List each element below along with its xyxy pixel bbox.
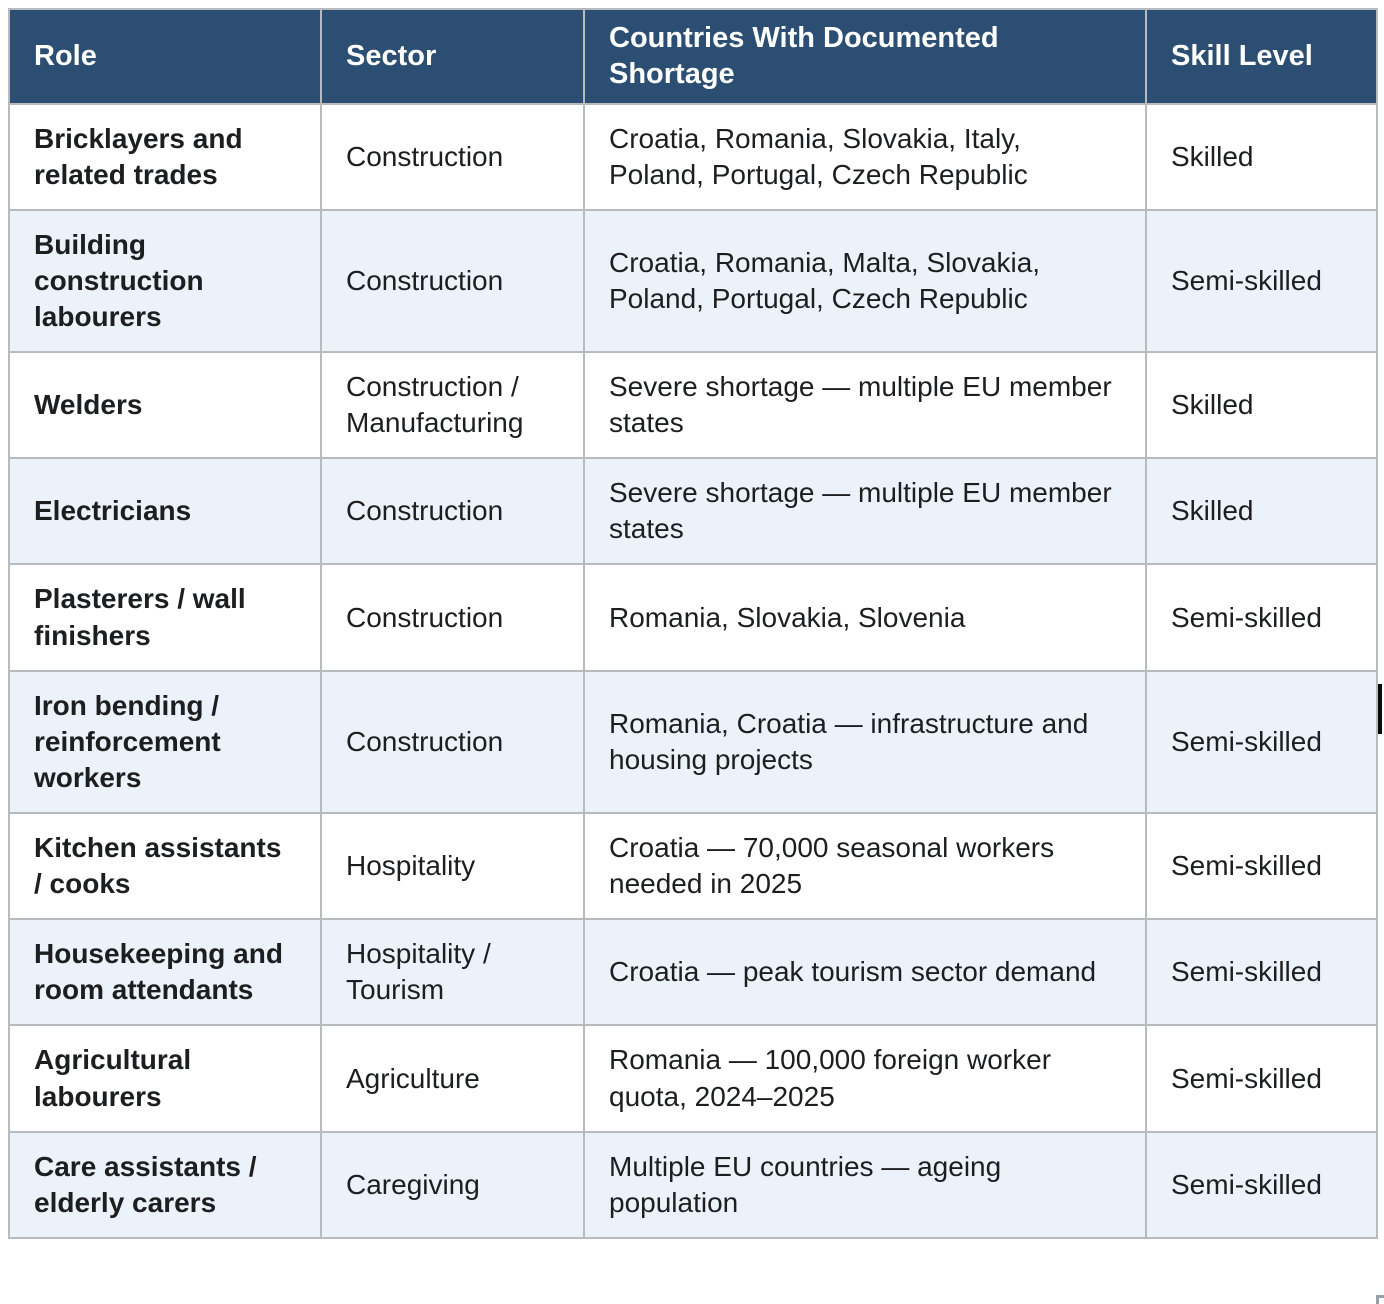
role-cell[interactable]: Kitchen assistants / cooks — [8, 812, 322, 921]
role-cell[interactable]: Iron bending / reinforcement workers — [8, 669, 322, 815]
role-cell[interactable]: Welders — [8, 351, 322, 460]
corner-mark — [1376, 1295, 1384, 1304]
sector-cell[interactable]: Construction — [320, 563, 585, 672]
skill-cell[interactable]: Semi-skilled — [1145, 669, 1378, 815]
countries-cell[interactable]: Multiple EU countries — ageing populatio… — [583, 1130, 1147, 1239]
countries-cell[interactable]: Romania, Croatia — infrastructure and ho… — [583, 669, 1147, 815]
table-row: Welders Construction / Manufacturing Sev… — [8, 351, 1378, 460]
role-cell[interactable]: Electricians — [8, 457, 322, 566]
table-row: Kitchen assistants / cooks Hospitality C… — [8, 812, 1378, 921]
col-header-role: Role — [8, 8, 322, 105]
countries-cell[interactable]: Croatia — peak tourism sector demand — [583, 918, 1147, 1027]
skill-cell[interactable]: Skilled — [1145, 351, 1378, 460]
sector-cell[interactable]: Hospitality — [320, 812, 585, 921]
skill-cell[interactable]: Semi-skilled — [1145, 1130, 1378, 1239]
table-header-row: Role Sector Countries With Documented Sh… — [8, 8, 1378, 105]
sector-cell[interactable]: Hospitality / Tourism — [320, 918, 585, 1027]
table-row: Iron bending / reinforcement workers Con… — [8, 669, 1378, 815]
skill-cell[interactable]: Semi-skilled — [1145, 208, 1378, 354]
sector-cell[interactable]: Construction — [320, 457, 585, 566]
table-row: Bricklayers and related trades Construct… — [8, 102, 1378, 211]
col-header-skill: Skill Level — [1145, 8, 1378, 105]
countries-cell[interactable]: Severe shortage — multiple EU member sta… — [583, 351, 1147, 460]
skill-cell[interactable]: Skilled — [1145, 457, 1378, 566]
labour-shortage-table: Role Sector Countries With Documented Sh… — [8, 8, 1378, 1239]
sector-cell[interactable]: Agriculture — [320, 1024, 585, 1133]
skill-cell[interactable]: Semi-skilled — [1145, 563, 1378, 672]
table-row: Agricultural labourers Agriculture Roman… — [8, 1024, 1378, 1133]
sector-cell[interactable]: Construction — [320, 102, 585, 211]
role-cell[interactable]: Care assistants / elderly carers — [8, 1130, 322, 1239]
countries-cell[interactable]: Croatia — 70,000 seasonal workers needed… — [583, 812, 1147, 921]
table-row: Building construction labourers Construc… — [8, 208, 1378, 354]
skill-cell[interactable]: Semi-skilled — [1145, 812, 1378, 921]
sector-cell[interactable]: Construction — [320, 208, 585, 354]
skill-cell[interactable]: Semi-skilled — [1145, 918, 1378, 1027]
countries-cell[interactable]: Croatia, Romania, Slovakia, Italy, Polan… — [583, 102, 1147, 211]
skill-cell[interactable]: Skilled — [1145, 102, 1378, 211]
text-caret — [1378, 684, 1382, 734]
table-row: Electricians Construction Severe shortag… — [8, 457, 1378, 566]
table-row: Housekeeping and room attendants Hospita… — [8, 918, 1378, 1027]
role-cell[interactable]: Building construction labourers — [8, 208, 322, 354]
table-row: Care assistants / elderly carers Caregiv… — [8, 1130, 1378, 1239]
skill-cell[interactable]: Semi-skilled — [1145, 1024, 1378, 1133]
sector-cell[interactable]: Construction — [320, 669, 585, 815]
role-cell[interactable]: Plasterers / wall finishers — [8, 563, 322, 672]
sector-cell[interactable]: Construction / Manufacturing — [320, 351, 585, 460]
col-header-countries: Countries With Documented Shortage — [583, 8, 1147, 105]
role-cell[interactable]: Housekeeping and room attendants — [8, 918, 322, 1027]
countries-cell[interactable]: Croatia, Romania, Malta, Slovakia, Polan… — [583, 208, 1147, 354]
role-cell[interactable]: Bricklayers and related trades — [8, 102, 322, 211]
countries-cell[interactable]: Severe shortage — multiple EU member sta… — [583, 457, 1147, 566]
sector-cell[interactable]: Caregiving — [320, 1130, 585, 1239]
countries-cell[interactable]: Romania — 100,000 foreign worker quota, … — [583, 1024, 1147, 1133]
col-header-sector: Sector — [320, 8, 585, 105]
role-cell[interactable]: Agricultural labourers — [8, 1024, 322, 1133]
countries-cell[interactable]: Romania, Slovakia, Slovenia — [583, 563, 1147, 672]
table-row: Plasterers / wall finishers Construction… — [8, 563, 1378, 672]
